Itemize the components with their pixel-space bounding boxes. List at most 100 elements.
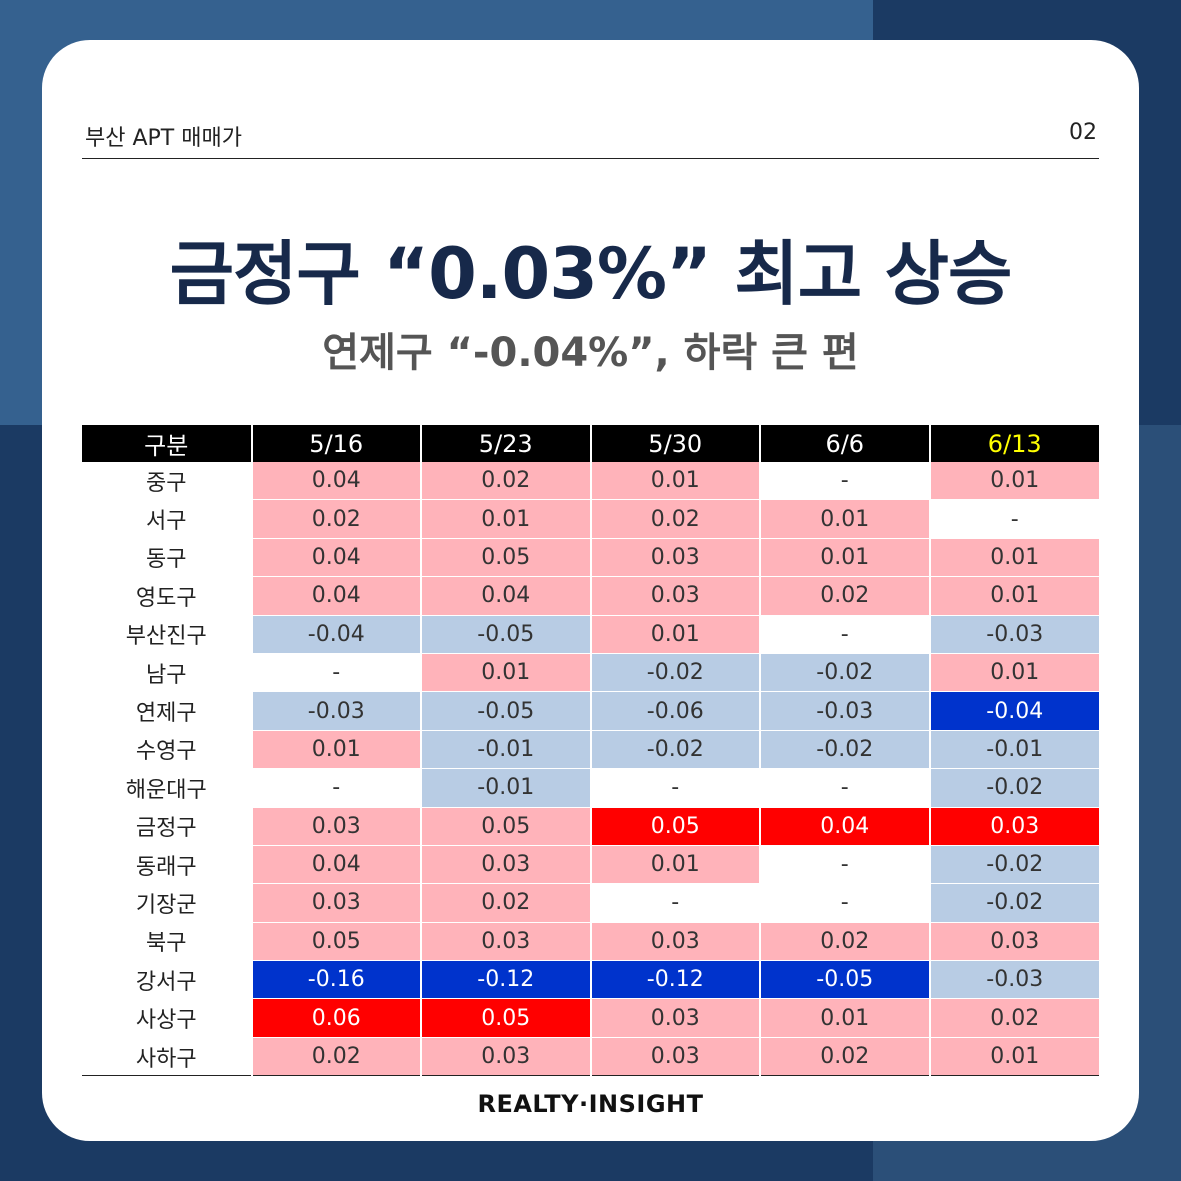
- value-cell: 0.01: [590, 462, 761, 501]
- district-label: 연제구: [82, 691, 253, 731]
- value-cell: 0.01: [421, 499, 592, 539]
- table-row: 연제구 -0.03 -0.05 -0.06 -0.03 -0.04: [82, 691, 1099, 731]
- value-cell: 0.05: [421, 998, 592, 1038]
- value-cell: 0.02: [760, 576, 931, 616]
- value-cell: 0.03: [251, 883, 422, 923]
- value-cell: 0.01: [929, 462, 1099, 501]
- brand-footer: REALTY·INSIGHT: [477, 1090, 704, 1118]
- value-cell: -: [760, 883, 931, 923]
- value-cell: 0.03: [590, 538, 761, 578]
- value-cell: 0.03: [590, 922, 761, 962]
- value-cell: -0.04: [929, 691, 1099, 731]
- value-cell: -0.12: [590, 960, 761, 1000]
- value-cell: 0.02: [760, 1037, 931, 1077]
- table-row: 기장군 0.03 0.02- - -0.02: [82, 883, 1099, 923]
- value-cell: 0.03: [421, 1037, 592, 1077]
- value-cell: -: [251, 768, 422, 808]
- district-label: 해운대구: [82, 768, 253, 808]
- table-row: 동래구 0.04 0.03 0.01- -0.02: [82, 845, 1099, 885]
- district-label: 기장군: [82, 883, 253, 923]
- value-cell: 0.01: [760, 538, 931, 578]
- value-cell: 0.03: [421, 922, 592, 962]
- value-cell: -0.02: [590, 653, 761, 693]
- value-cell: -0.02: [929, 768, 1099, 808]
- value-cell: 0.03: [590, 998, 761, 1038]
- value-cell: -: [760, 462, 931, 501]
- value-cell: 0.01: [929, 538, 1099, 578]
- value-cell: 0.01: [251, 730, 422, 770]
- table-row: 영도구 0.04 0.04 0.03 0.02 0.01: [82, 576, 1099, 616]
- value-cell: 0.01: [590, 615, 761, 654]
- value-cell: 0.02: [251, 499, 422, 539]
- value-cell: 0.01: [760, 499, 931, 539]
- value-cell: 0.04: [251, 538, 422, 578]
- value-cell: -: [590, 883, 761, 923]
- table-row: 중구 0.04 0.02 0.01-0.01: [82, 462, 1099, 501]
- value-cell: -: [929, 499, 1099, 539]
- value-cell: -0.02: [929, 845, 1099, 885]
- value-cell: -0.02: [760, 653, 931, 693]
- table-row: 해운대구 - -0.01- - -0.02: [82, 768, 1099, 808]
- value-cell: -0.16: [251, 960, 422, 1000]
- value-cell: 0.03: [929, 922, 1099, 962]
- value-cell: 0.02: [590, 499, 761, 539]
- value-cell: -0.01: [421, 768, 592, 808]
- value-cell: 0.03: [421, 845, 592, 885]
- value-cell: 0.01: [760, 998, 931, 1038]
- table-row: 남구 -0.01 -0.02 -0.02 0.01: [82, 653, 1099, 693]
- value-cell: 0.03: [590, 576, 761, 616]
- value-cell: -0.05: [421, 615, 592, 654]
- district-label: 금정구: [82, 807, 253, 846]
- value-cell: -0.01: [421, 730, 592, 770]
- page-header: 부산 APT 매매가 02: [82, 118, 1099, 159]
- value-cell: -: [760, 615, 931, 654]
- value-cell: -0.02: [590, 730, 761, 770]
- value-cell: 0.01: [929, 576, 1099, 616]
- district-label: 사상구: [82, 998, 253, 1038]
- value-cell: 0.05: [590, 807, 761, 846]
- district-label: 부산진구: [82, 615, 253, 654]
- district-label: 영도구: [82, 576, 253, 616]
- value-cell: 0.05: [421, 807, 592, 846]
- column-header-label: 구분: [82, 425, 253, 462]
- value-cell: -0.03: [929, 615, 1099, 654]
- value-cell: -0.02: [760, 730, 931, 770]
- value-cell: 0.04: [421, 576, 592, 616]
- page-number: 02: [1069, 120, 1097, 145]
- value-cell: 0.01: [590, 845, 761, 885]
- table-body: 중구 0.04 0.02 0.01-0.01 서구 0.02 0.01 0.02 0.01- 동구…: [82, 462, 1099, 1077]
- value-cell: -0.06: [590, 691, 761, 731]
- value-cell: 0.04: [251, 845, 422, 885]
- value-cell: -0.03: [760, 691, 931, 731]
- district-label: 동구: [82, 538, 253, 578]
- column-header-date: 5/16: [251, 425, 422, 462]
- district-label: 동래구: [82, 845, 253, 885]
- value-cell: 0.01: [929, 1037, 1099, 1077]
- table-row: 금정구 0.03 0.05 0.05 0.04 0.03: [82, 807, 1099, 846]
- value-cell: -0.05: [760, 960, 931, 1000]
- page-subtitle: 연제구 “-0.04%”, 하락 큰 편: [322, 330, 859, 376]
- district-label: 북구: [82, 922, 253, 962]
- table-row: 동구 0.04 0.05 0.03 0.01 0.01: [82, 538, 1099, 578]
- value-cell: 0.06: [251, 998, 422, 1038]
- value-cell: -: [251, 653, 422, 693]
- table-row: 사상구 0.06 0.05 0.03 0.01 0.02: [82, 998, 1099, 1038]
- value-cell: 0.03: [590, 1037, 761, 1077]
- district-label: 중구: [82, 462, 253, 501]
- price-change-table: 구분 5/16 5/23 5/30 6/6 6/13 중구 0.04 0.02 0.01-0.0…: [82, 425, 1099, 1077]
- value-cell: 0.02: [421, 883, 592, 923]
- value-cell: 0.03: [251, 807, 422, 846]
- column-header-date: 5/23: [421, 425, 592, 462]
- value-cell: 0.04: [251, 462, 422, 501]
- table-row: 서구 0.02 0.01 0.02 0.01-: [82, 499, 1099, 539]
- district-label: 수영구: [82, 730, 253, 770]
- value-cell: -0.04: [251, 615, 422, 654]
- value-cell: -: [590, 768, 761, 808]
- table-row: 강서구 -0.16 -0.12 -0.12 -0.05 -0.03: [82, 960, 1099, 1000]
- column-header-date: 6/13: [929, 425, 1099, 462]
- value-cell: -0.01: [929, 730, 1099, 770]
- value-cell: 0.01: [929, 653, 1099, 693]
- table-header-row: 구분 5/16 5/23 5/30 6/6 6/13: [82, 425, 1099, 462]
- table-row: 북구 0.05 0.03 0.03 0.02 0.03: [82, 922, 1099, 962]
- value-cell: 0.02: [929, 998, 1099, 1038]
